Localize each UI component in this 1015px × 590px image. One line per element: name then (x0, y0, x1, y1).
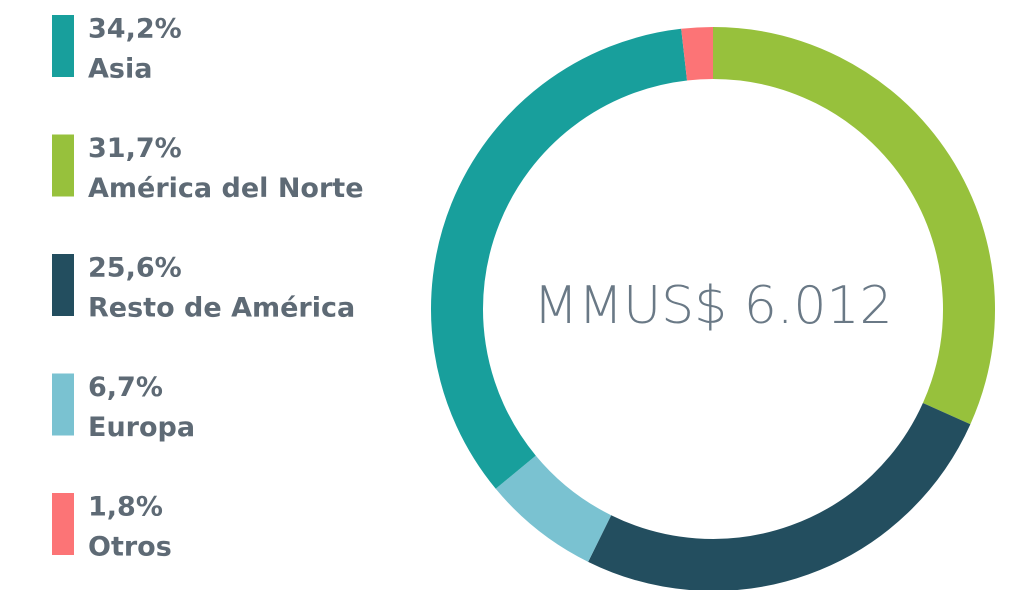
center-label: MMUS$ 6.012 (533, 276, 892, 336)
legend-swatch (52, 373, 74, 436)
legend-value: 1,8% (88, 492, 163, 523)
legend-value: 6,7% (88, 372, 163, 403)
donut-segment (712, 27, 995, 425)
donut-segment (431, 28, 688, 489)
legend-swatch (52, 493, 74, 555)
legend-value: 34,2% (88, 14, 182, 45)
legend-swatch (52, 15, 74, 77)
legend-label: Resto de América (88, 293, 355, 324)
legend-swatch (52, 254, 74, 316)
legend-value: 31,7% (88, 133, 182, 164)
donut-segment (495, 455, 612, 562)
legend-label: América del Norte (88, 173, 364, 204)
donut-segment (681, 27, 714, 81)
donut-segment (588, 402, 971, 590)
legend-swatch (52, 134, 74, 197)
legend-label: Europa (88, 412, 195, 443)
legend-value: 25,6% (88, 253, 182, 284)
legend-label: Asia (88, 54, 152, 85)
legend-label: Otros (88, 532, 172, 563)
